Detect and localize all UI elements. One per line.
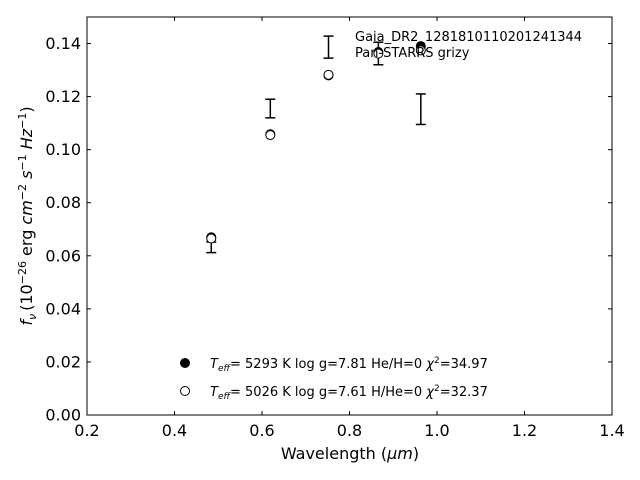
x-axis-label: Wavelength (μm) — [281, 444, 419, 463]
legend-entry-1: Teff= 5293 K log g=7.81 He/H=0 χ2=34.97 — [210, 356, 488, 374]
x-tick-label: 1.4 — [599, 421, 624, 440]
x-tick-label: 1.2 — [512, 421, 537, 440]
y-tick-label: 0.08 — [45, 193, 81, 212]
model-point-open — [323, 69, 334, 80]
annotation-object-id: Gaia_DR2_1281810110201241344 — [355, 30, 582, 45]
model-point-open — [373, 48, 384, 59]
annotation-photometry: Pan-STARRS grizy — [355, 46, 470, 61]
y-axis-label: fν(10−26 erg cm−2 s−1 Hz−1) — [16, 106, 39, 325]
observed-error-bar — [206, 241, 217, 254]
model-point-open — [206, 233, 217, 244]
data-marks — [206, 35, 426, 254]
y-tick-label: 0.10 — [45, 140, 81, 159]
model-point-open — [265, 130, 276, 141]
legend-marker-open — [180, 386, 190, 396]
x-tick-label: 0.2 — [74, 421, 99, 440]
legend: Teff= 5293 K log g=7.81 He/H=0 χ2=34.97 … — [180, 356, 488, 402]
x-tick-label: 1.0 — [424, 421, 449, 440]
observed-error-bar — [415, 93, 426, 126]
y-tick-label: 0.00 — [45, 406, 81, 425]
y-tick-label: 0.06 — [45, 246, 81, 265]
observed-error-bar — [323, 35, 334, 59]
y-tick-label: 0.04 — [45, 299, 81, 318]
legend-marker-filled — [180, 358, 190, 368]
plot-frame — [86, 16, 613, 416]
y-tick-label: 0.12 — [45, 87, 81, 106]
axis-ticks: 0.2 0.4 0.6 0.8 1.0 1.2 1.4 0.00 0.02 0.04 0.06 0.0… — [45, 17, 625, 440]
x-tick-label: 0.8 — [337, 421, 362, 440]
y-tick-label: 0.14 — [45, 34, 81, 53]
legend-entry-2: Teff= 5026 K log g=7.61 H/He=0 χ2=32.37 — [210, 384, 488, 402]
y-tick-label: 0.02 — [45, 352, 81, 371]
model-point-open — [415, 45, 426, 56]
x-tick-label: 0.4 — [162, 421, 187, 440]
observed-error-bar — [265, 98, 276, 119]
x-tick-label: 0.6 — [249, 421, 274, 440]
